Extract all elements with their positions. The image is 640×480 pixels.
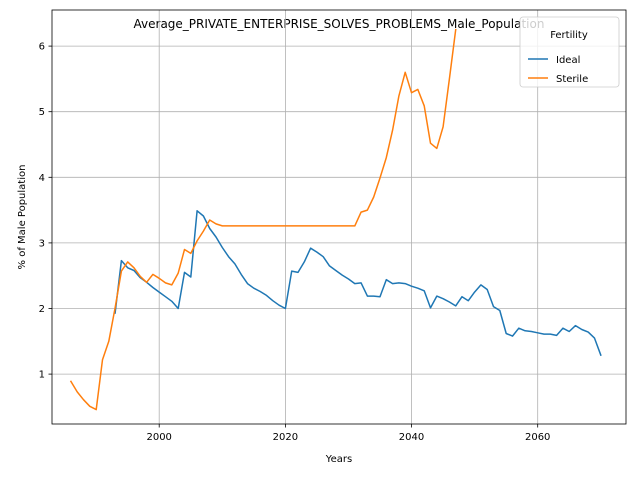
- x-axis-label: Years: [325, 454, 352, 465]
- y-tick-label: 6: [39, 42, 45, 53]
- y-tick-label: 4: [39, 173, 45, 184]
- y-tick-label: 3: [39, 238, 45, 249]
- legend-label-sterile: Sterile: [556, 74, 588, 85]
- legend-title: Fertility: [550, 30, 588, 41]
- y-axis-label: % of Male Population: [17, 165, 28, 270]
- x-tick-label: 2000: [146, 432, 171, 443]
- axis-ticks: 2000 2020 2040 2060 1 2 3 4 5 6: [39, 42, 551, 443]
- y-tick-label: 5: [39, 107, 45, 118]
- legend-label-ideal: Ideal: [556, 55, 580, 66]
- y-tick-label: 2: [39, 304, 45, 315]
- plot-frame: [51, 9, 627, 425]
- series-lines: [69, 28, 602, 411]
- y-tick-label: 1: [39, 370, 45, 381]
- series-line-sterile: [69, 28, 457, 411]
- chart-title: Average_PRIVATE_ENTERPRISE_SOLVES_PROBLE…: [134, 17, 545, 31]
- x-tick-label: 2040: [399, 432, 424, 443]
- x-tick-label: 2020: [273, 432, 298, 443]
- legend: Fertility Ideal Sterile: [519, 16, 620, 88]
- series-line-ideal: [114, 210, 602, 357]
- legend-box: [519, 16, 620, 88]
- x-tick-label: 2060: [525, 432, 550, 443]
